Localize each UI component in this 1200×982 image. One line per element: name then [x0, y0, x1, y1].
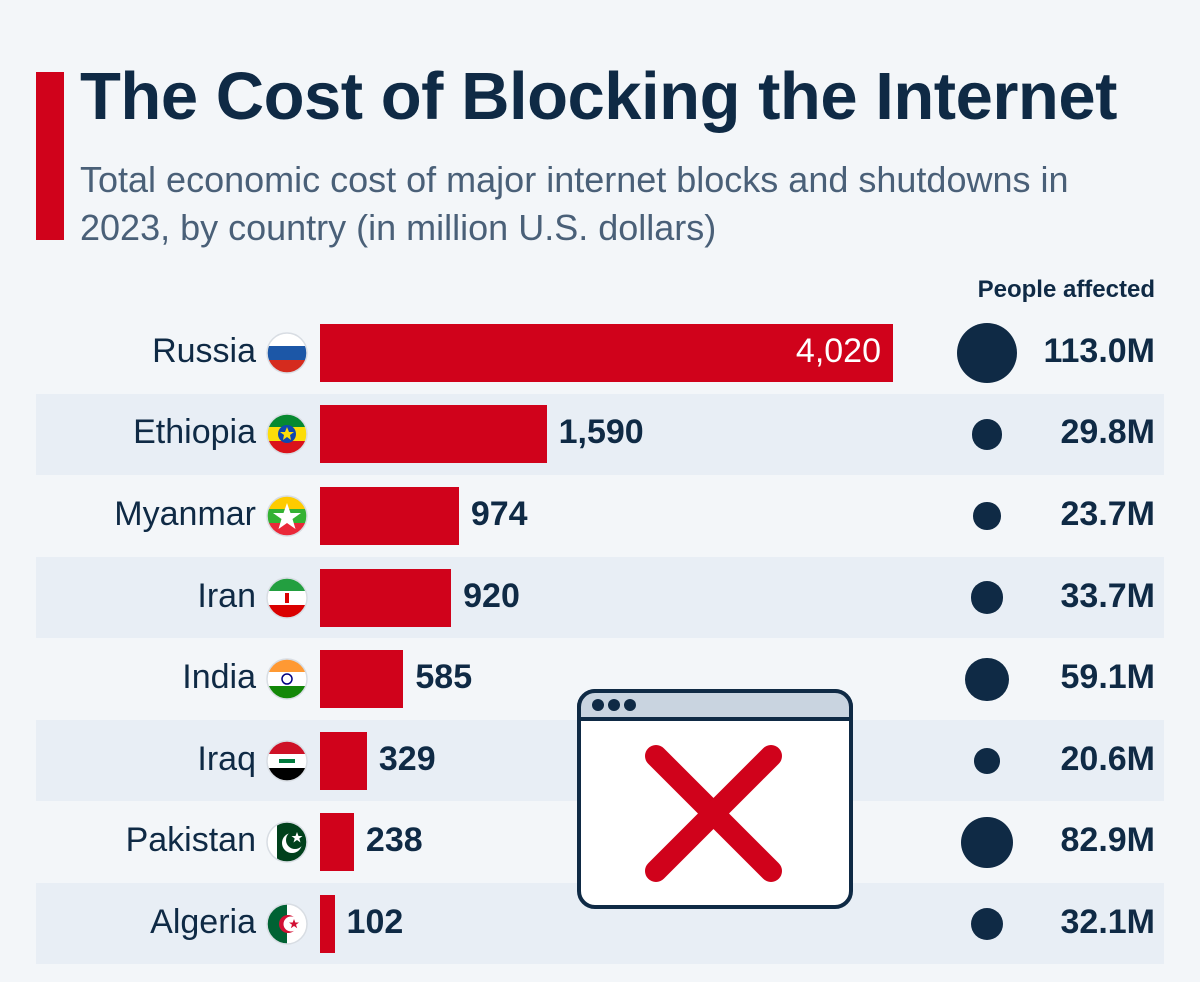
- category-label: Iran: [197, 576, 256, 615]
- data-label: 974: [470, 495, 528, 533]
- bar: [320, 650, 404, 709]
- people-bubble: [957, 322, 1017, 383]
- browser-window-icon: [577, 689, 853, 909]
- people-affected-value: 20.6M: [1060, 739, 1156, 778]
- people-affected-value: 32.1M: [1060, 903, 1156, 941]
- data-label: 238: [365, 821, 423, 860]
- people-affected-value: 23.7M: [1060, 495, 1156, 533]
- bar: [320, 405, 547, 464]
- category-label: Russia: [152, 331, 256, 370]
- people-affected-value: 29.8M: [1060, 413, 1156, 452]
- page-subtitle: Total economic cost of major internet bl…: [80, 159, 1069, 248]
- bar: [320, 323, 893, 382]
- category-label: Iraq: [197, 739, 256, 778]
- category-label: Algeria: [150, 903, 256, 941]
- algeria-flag-icon: [266, 903, 308, 945]
- people-bubble: [965, 657, 1009, 701]
- bar: [320, 895, 335, 953]
- page-title: The Cost of Blocking the Internet: [80, 59, 1117, 134]
- pakistan-flag-icon: [266, 821, 308, 864]
- people-bubble: [970, 581, 1004, 614]
- category-label: Myanmar: [114, 495, 256, 533]
- data-label: 329: [378, 739, 436, 778]
- people-affected-value: 33.7M: [1060, 576, 1156, 615]
- myanmar-flag-icon: [266, 495, 308, 537]
- data-label: 920: [463, 576, 520, 615]
- people-affected-header: People affected: [977, 276, 1155, 303]
- ethiopia-flag-icon: [266, 413, 308, 456]
- data-label: 1,590: [558, 413, 644, 452]
- russia-flag-icon: [266, 332, 308, 374]
- red-x-icon: [645, 745, 782, 882]
- data-label: 585: [415, 658, 473, 697]
- iran-flag-icon: [266, 576, 308, 619]
- category-label: India: [182, 658, 256, 697]
- people-bubble: [973, 502, 1001, 530]
- bar: [320, 813, 354, 872]
- people-bubble: [971, 418, 1003, 450]
- people-affected-value: 59.1M: [1060, 658, 1156, 697]
- category-label: Ethiopia: [133, 413, 256, 452]
- bar: [320, 731, 367, 790]
- title-accent-bar: [36, 72, 64, 240]
- people-affected-value: 82.9M: [1060, 821, 1156, 860]
- people-bubble: [961, 816, 1013, 869]
- people-affected-value: 113.0M: [1043, 331, 1155, 370]
- people-bubble: [971, 908, 1003, 940]
- iraq-flag-icon: [266, 740, 308, 782]
- category-label: Pakistan: [125, 821, 256, 860]
- people-bubble: [974, 747, 1000, 774]
- data-label: 4,020: [795, 331, 881, 370]
- data-label: 102: [346, 903, 404, 941]
- india-flag-icon: [266, 658, 308, 700]
- bar: [320, 487, 459, 545]
- bar: [320, 568, 452, 627]
